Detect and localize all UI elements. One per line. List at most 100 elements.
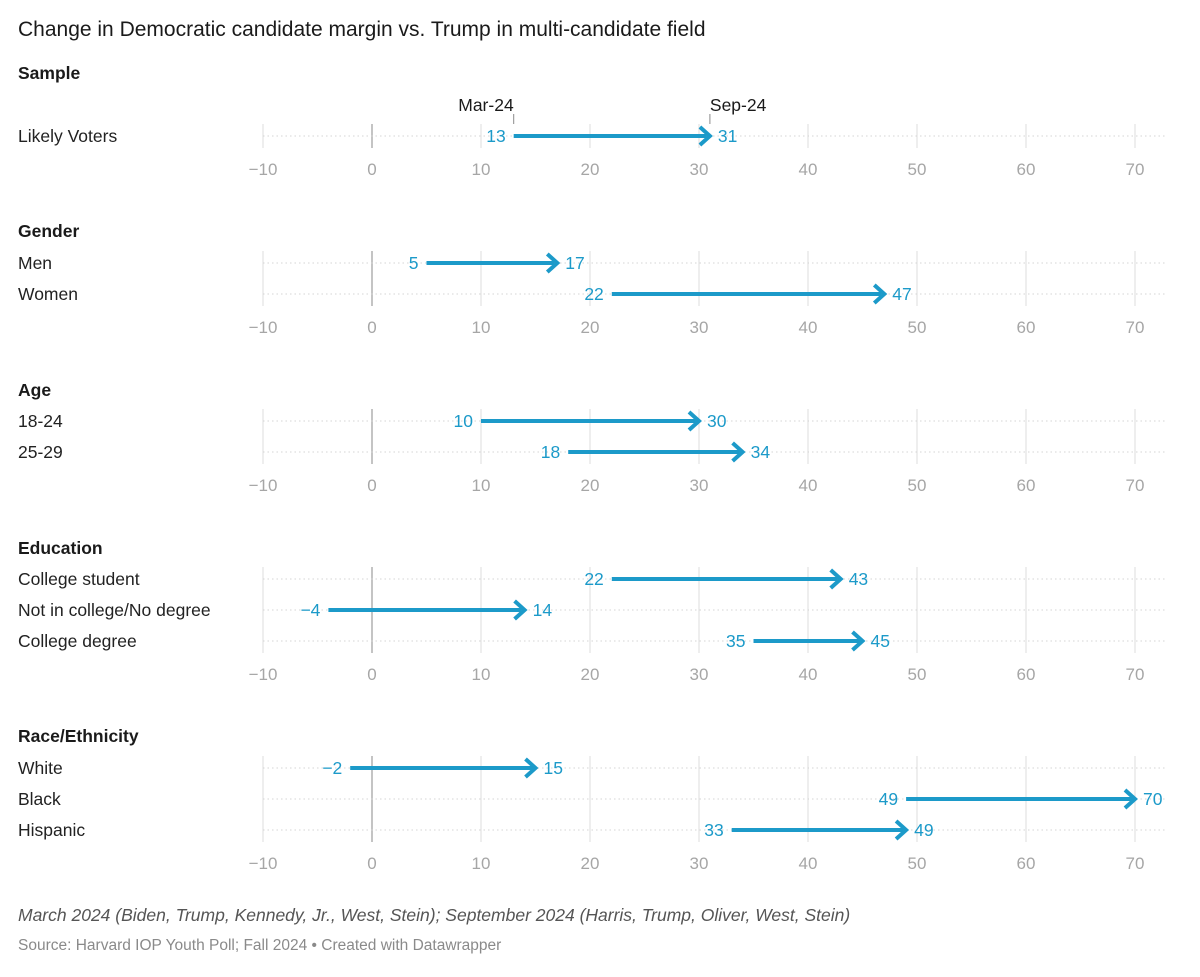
end-value-label: 15 [544,758,563,778]
x-tick-label: 40 [799,665,818,684]
x-tick-label: −10 [249,318,278,337]
x-tick-label: 0 [367,160,376,179]
start-value-label: 35 [726,631,745,651]
x-tick-label: 20 [581,854,600,873]
row-label: White [18,758,63,778]
x-tick-label: 0 [367,476,376,495]
x-tick-label: −10 [249,476,278,495]
end-value-label: 70 [1143,789,1163,809]
group-title: Gender [18,221,79,241]
x-tick-label: 50 [908,665,927,684]
start-value-label: 22 [584,284,603,304]
end-value-label: 47 [892,284,911,304]
x-tick-label: 0 [367,665,376,684]
x-tick-label: −10 [249,665,278,684]
x-tick-label: 20 [581,318,600,337]
x-tick-label: 10 [472,665,491,684]
start-value-label: 10 [454,411,474,431]
row-label: College degree [18,631,137,651]
start-value-label: −4 [300,600,320,620]
row-label: 25-29 [18,442,63,462]
x-tick-label: 20 [581,476,600,495]
start-value-label: 13 [486,126,505,146]
arrow-head [698,125,713,147]
row-label: Black [18,789,61,809]
arrow-head [687,410,702,432]
x-tick-label: 30 [690,665,709,684]
row-label: Hispanic [18,820,85,840]
end-value-label: 43 [849,569,868,589]
x-tick-label: 70 [1126,665,1145,684]
group-title: Education [18,538,103,558]
chart-notes: March 2024 (Biden, Trump, Kennedy, Jr., … [18,905,851,925]
end-period-label: Sep-24 [710,95,767,115]
x-tick-label: 40 [799,318,818,337]
start-value-label: 49 [879,789,898,809]
end-value-label: 14 [533,600,553,620]
x-tick-label: 30 [690,318,709,337]
start-value-label: 5 [409,253,419,273]
end-value-label: 45 [871,631,890,651]
x-tick-label: 30 [690,476,709,495]
row-label: Men [18,253,52,273]
x-tick-label: 70 [1126,854,1145,873]
x-tick-label: 0 [367,318,376,337]
chart-source: Source: Harvard IOP Youth Poll; Fall 202… [18,937,502,954]
x-tick-label: 70 [1126,476,1145,495]
x-tick-label: 40 [799,854,818,873]
arrow-head [1123,788,1138,810]
group-title: Sample [18,63,81,83]
row-label: Women [18,284,78,304]
start-value-label: 22 [584,569,603,589]
x-tick-label: 70 [1126,318,1145,337]
x-tick-label: 10 [472,476,491,495]
x-tick-label: 40 [799,160,818,179]
x-tick-label: 30 [690,160,709,179]
arrow-head [545,252,561,274]
start-value-label: 18 [541,442,560,462]
x-tick-label: 0 [367,854,376,873]
x-tick-label: 50 [908,854,927,873]
x-tick-label: 70 [1126,160,1145,179]
end-value-label: 34 [751,442,771,462]
x-tick-label: 20 [581,160,600,179]
start-value-label: −2 [322,758,342,778]
x-tick-label: 60 [1017,854,1036,873]
x-tick-label: −10 [249,854,278,873]
x-tick-label: 60 [1017,476,1036,495]
x-tick-label: 20 [581,665,600,684]
group-title: Race/Ethnicity [18,726,139,746]
x-tick-label: 10 [472,160,491,179]
group-title: Age [18,380,51,400]
x-tick-label: 60 [1017,318,1036,337]
x-tick-label: 50 [908,318,927,337]
end-value-label: 49 [914,820,933,840]
x-tick-label: 60 [1017,665,1036,684]
end-value-label: 17 [565,253,584,273]
x-tick-label: 30 [690,854,709,873]
start-period-label: Mar-24 [458,95,514,115]
arrow-head [872,283,888,305]
arrow-head [851,630,866,652]
x-tick-label: 40 [799,476,818,495]
arrow-head [524,757,539,779]
row-label: 18-24 [18,411,63,431]
start-value-label: 33 [704,820,723,840]
x-tick-label: 10 [472,318,491,337]
row-label: Likely Voters [18,126,117,146]
end-value-label: 30 [707,411,727,431]
arrow-head [894,819,910,841]
row-label: College student [18,569,140,589]
arrow-head [731,441,746,463]
chart-title: Change in Democratic candidate margin vs… [18,18,706,41]
x-tick-label: −10 [249,160,278,179]
arrow-head [513,599,528,621]
x-tick-label: 50 [908,476,927,495]
x-tick-label: 10 [472,854,491,873]
x-tick-label: 60 [1017,160,1036,179]
row-label: Not in college/No degree [18,600,211,620]
end-value-label: 31 [718,126,737,146]
x-tick-label: 50 [908,160,927,179]
arrow-head [829,568,844,590]
